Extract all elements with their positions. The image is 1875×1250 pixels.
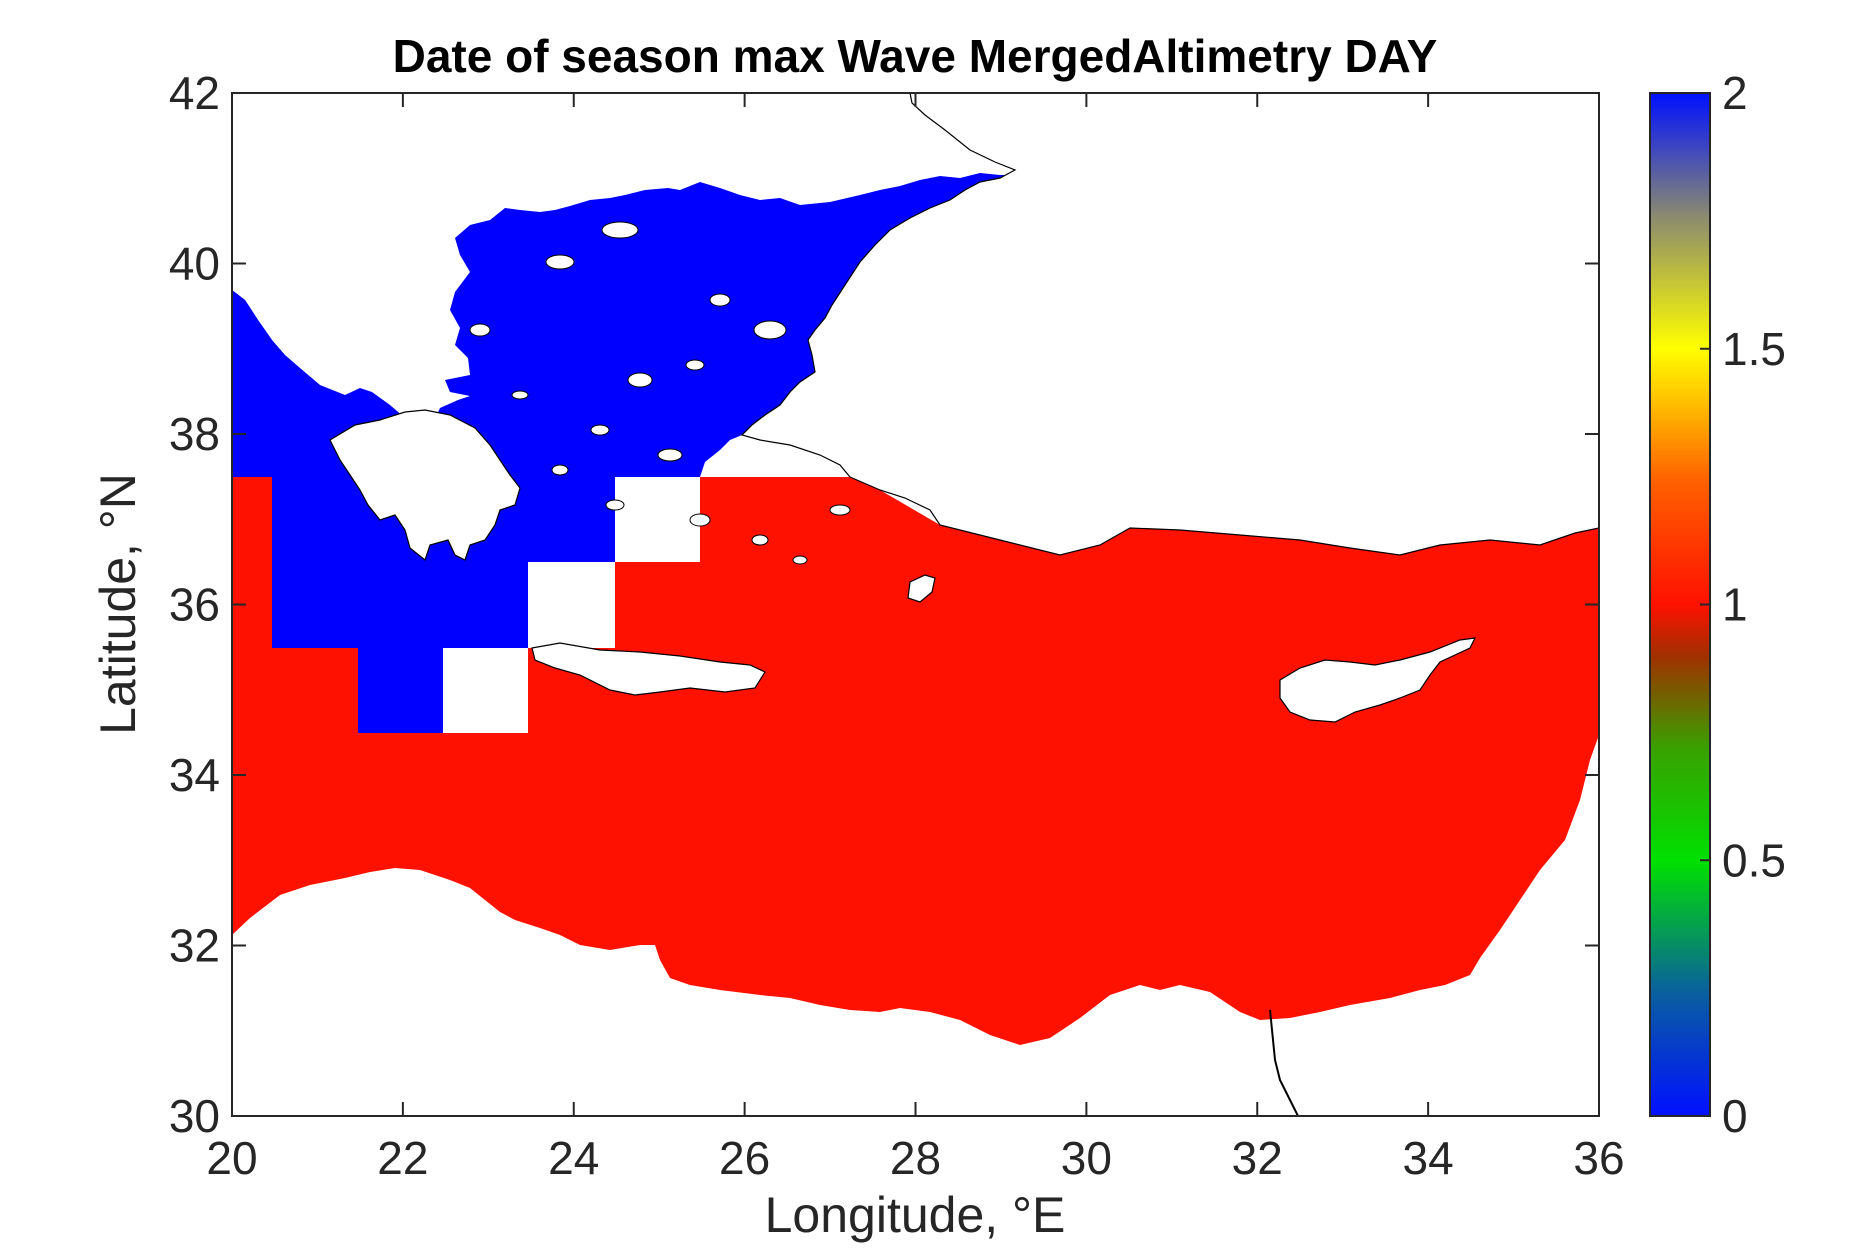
nile-delta — [1269, 1009, 1299, 1116]
x-tick-label: 22 — [377, 1132, 428, 1184]
aegean-islands — [469, 221, 851, 565]
x-tick-label: 24 — [548, 1132, 599, 1184]
x-tick-label: 36 — [1573, 1132, 1624, 1184]
land-crete — [531, 642, 766, 696]
x-ticks: 20 22 24 26 28 30 32 34 36 — [206, 93, 1625, 1184]
region-value-2 — [232, 173, 1080, 733]
x-axis-label: Longitude, °E — [765, 1187, 1066, 1243]
y-tick-label: 32 — [169, 920, 220, 972]
land-rhodes — [907, 574, 936, 603]
chart-title: Date of season max Wave MergedAltimetry … — [393, 30, 1438, 82]
land-cyprus — [1279, 637, 1477, 723]
y-axis: 30 32 34 36 38 40 42 Latitude, °N — [90, 67, 1599, 1142]
colorbar-tick-label: 1 — [1722, 579, 1748, 631]
colorbar-tick-label: 1.5 — [1722, 323, 1786, 375]
region-value-1 — [232, 392, 1599, 1045]
colorbar-tick-label: 0.5 — [1722, 834, 1786, 886]
y-tick-label: 38 — [169, 408, 220, 460]
x-tick-label: 30 — [1061, 1132, 1112, 1184]
y-tick-label: 42 — [169, 67, 220, 119]
colorbar: 0 0.5 1 1.5 2 — [1649, 67, 1786, 1142]
x-tick-label: 32 — [1232, 1132, 1283, 1184]
land-greece — [329, 409, 521, 562]
land-turkey-coast — [740, 93, 1599, 556]
map-plot — [232, 93, 1599, 1116]
region-value-2-northwest — [232, 290, 272, 392]
colorbar-tick-label: 2 — [1722, 67, 1748, 119]
colorbar-tick-label: 0 — [1722, 1090, 1748, 1142]
y-axis-label: Latitude, °N — [90, 473, 146, 735]
x-tick-label: 28 — [890, 1132, 941, 1184]
colorbar-ticks: 0 0.5 1 1.5 2 — [1700, 67, 1786, 1142]
y-tick-label: 34 — [169, 749, 220, 801]
x-tick-label: 20 — [206, 1132, 257, 1184]
x-tick-label: 26 — [719, 1132, 770, 1184]
y-tick-label: 36 — [169, 579, 220, 631]
y-tick-label: 40 — [169, 238, 220, 290]
y-ticks: 30 32 34 36 38 40 42 — [169, 67, 1599, 1142]
y-tick-label: 30 — [169, 1090, 220, 1142]
x-axis: 20 22 24 26 28 30 32 34 36 Longitude, °E — [206, 93, 1625, 1243]
x-tick-label: 34 — [1403, 1132, 1454, 1184]
